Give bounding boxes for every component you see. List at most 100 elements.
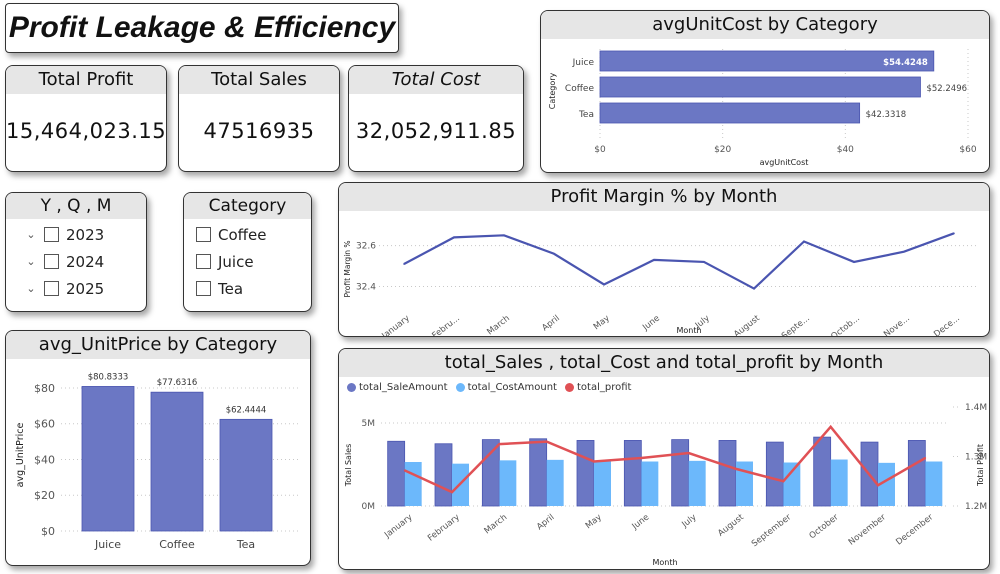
x-tick-label: Juice <box>94 538 121 551</box>
x-tick-label: April <box>540 313 561 333</box>
y-tick-label: $60 <box>34 418 55 431</box>
bar-total-cost <box>688 460 706 506</box>
bar-total-sales <box>481 439 500 507</box>
checkbox[interactable] <box>44 281 59 296</box>
y-tick-label: $40 <box>34 453 55 466</box>
x-tick-label: Septe... <box>780 313 812 337</box>
legend-item-sales[interactable]: total_SaleAmount <box>347 382 448 393</box>
y-right-tick-label: 1.3M <box>965 453 987 463</box>
bar-total-sales <box>434 443 453 507</box>
legend-item-profit[interactable]: total_profit <box>564 382 631 393</box>
checkbox[interactable] <box>44 254 59 269</box>
chart-title: avgUnitCost by Category <box>541 11 989 39</box>
chart-title: avg_UnitPrice by Category <box>6 331 310 359</box>
y-axis-title: Category <box>548 72 557 109</box>
x-tick-label: August <box>732 313 762 337</box>
x-tick-label: October <box>808 512 841 541</box>
kpi-value: 15,464,023.15 <box>6 119 167 143</box>
slicer-item-2025[interactable]: ⌄ 2025 <box>24 275 146 302</box>
x-tick-label: December <box>894 512 935 547</box>
data-label: $42.3318 <box>866 110 907 120</box>
bar-total-sales <box>718 440 737 507</box>
bar-total-sales <box>671 439 690 507</box>
x-tick-label: September <box>750 512 794 549</box>
x-tick-label: January <box>382 512 414 540</box>
bar <box>150 391 204 532</box>
data-label: $62.4444 <box>226 405 267 415</box>
page-title: Profit Leakage & Efficiency <box>8 11 396 44</box>
slicer-item-coffee[interactable]: Coffee <box>196 221 311 248</box>
data-point <box>803 240 805 243</box>
chart-avg-unit-price: $0 $20 $40 $60 $80 $80.8333 Juice $77.6316 Coffe… <box>15 372 301 551</box>
bar-total-cost <box>736 461 753 506</box>
data-point <box>753 287 755 290</box>
slicer-item-label: 2023 <box>66 225 105 244</box>
chevron-down-icon[interactable]: ⌄ <box>26 228 36 241</box>
data-point <box>877 484 879 487</box>
chart-legend: total_SaleAmount total_CostAmount total_… <box>347 382 631 393</box>
kpi-value: 47516935 <box>203 119 315 143</box>
x-axis-title: Month <box>652 558 677 567</box>
data-point <box>503 234 505 237</box>
legend-dot-icon <box>347 383 356 392</box>
data-point <box>498 443 501 445</box>
data-point <box>924 457 927 459</box>
y-tick-label: 5M <box>362 419 376 429</box>
y-tick-label: $0 <box>41 525 55 538</box>
kpi-card-total-sales: Total Sales 47516935 <box>178 65 340 172</box>
chart-card-sales-cost-profit: total_Sales , total_Cost and total_profi… <box>338 348 990 570</box>
checkbox[interactable] <box>196 281 211 296</box>
bar <box>219 418 273 532</box>
x-tick-label: June <box>630 512 652 532</box>
bar-total-cost <box>878 462 895 506</box>
slicer-item-juice[interactable]: Juice <box>196 248 311 275</box>
chevron-down-icon[interactable]: ⌄ <box>26 255 36 268</box>
slicer-item-tea[interactable]: Tea <box>196 275 311 302</box>
y-tick-label: 32.4 <box>356 283 376 293</box>
chart-title: Profit Margin % by Month <box>339 183 989 211</box>
kpi-value: 32,052,911.85 <box>355 119 517 143</box>
checkbox[interactable] <box>196 227 211 242</box>
data-point <box>735 468 737 470</box>
bar-total-cost <box>925 461 943 506</box>
x-tick-label: Octob... <box>829 313 861 337</box>
y-right-axis-title: Total Profit <box>976 444 985 487</box>
checkbox[interactable] <box>44 227 59 242</box>
x-tick-label: January <box>380 313 412 337</box>
line-series-profit-margin <box>403 232 955 290</box>
data-point <box>953 232 955 235</box>
x-tick-label: May <box>584 512 604 531</box>
slicer-item-2023[interactable]: ⌄ 2023 <box>24 221 146 248</box>
kpi-label: Total Cost <box>349 66 523 94</box>
data-point <box>593 460 595 463</box>
slicer-item-2024[interactable]: ⌄ 2024 <box>24 248 146 275</box>
y-tick-label: $20 <box>34 489 55 502</box>
data-point <box>687 452 690 454</box>
legend-label: total_SaleAmount <box>359 382 448 393</box>
bar-total-sales <box>813 436 832 507</box>
bar-total-cost <box>499 460 517 506</box>
checkbox[interactable] <box>196 254 211 269</box>
kpi-card-total-cost: Total Cost 32,052,911.85 <box>348 65 524 172</box>
x-tick-label: Dece... <box>932 313 962 337</box>
chart-profit-margin: 32.4 32.6 January Febru... March April May June… <box>343 232 979 337</box>
data-point <box>653 259 655 261</box>
y-axis-title: Total Sales <box>344 444 353 488</box>
data-point <box>703 261 705 263</box>
x-tick-label: Febru... <box>430 313 461 337</box>
slicer-item-label: Coffee <box>218 225 267 244</box>
legend-label: total_CostAmount <box>467 382 557 393</box>
data-label: $52.2496 <box>926 84 967 94</box>
dashboard-title-box: Profit Leakage & Efficiency <box>5 3 399 53</box>
bar <box>599 50 935 72</box>
chart-sales-cost-profit: 0M 5M 1.2M 1.3M 1.4M January February March Apri… <box>344 403 987 567</box>
data-point <box>545 440 548 443</box>
x-tick-label: $60 <box>959 145 976 155</box>
legend-item-cost[interactable]: total_CostAmount <box>455 382 557 393</box>
x-tick-label: May <box>592 313 612 332</box>
kpi-label: Total Sales <box>179 66 339 94</box>
chevron-down-icon[interactable]: ⌄ <box>26 282 36 295</box>
bar-total-cost <box>594 461 611 506</box>
chart-card-avg-unit-price: avg_UnitPrice by Category $0 $20 $40 $60 $80… <box>5 330 311 566</box>
x-tick-label: November <box>847 512 888 547</box>
